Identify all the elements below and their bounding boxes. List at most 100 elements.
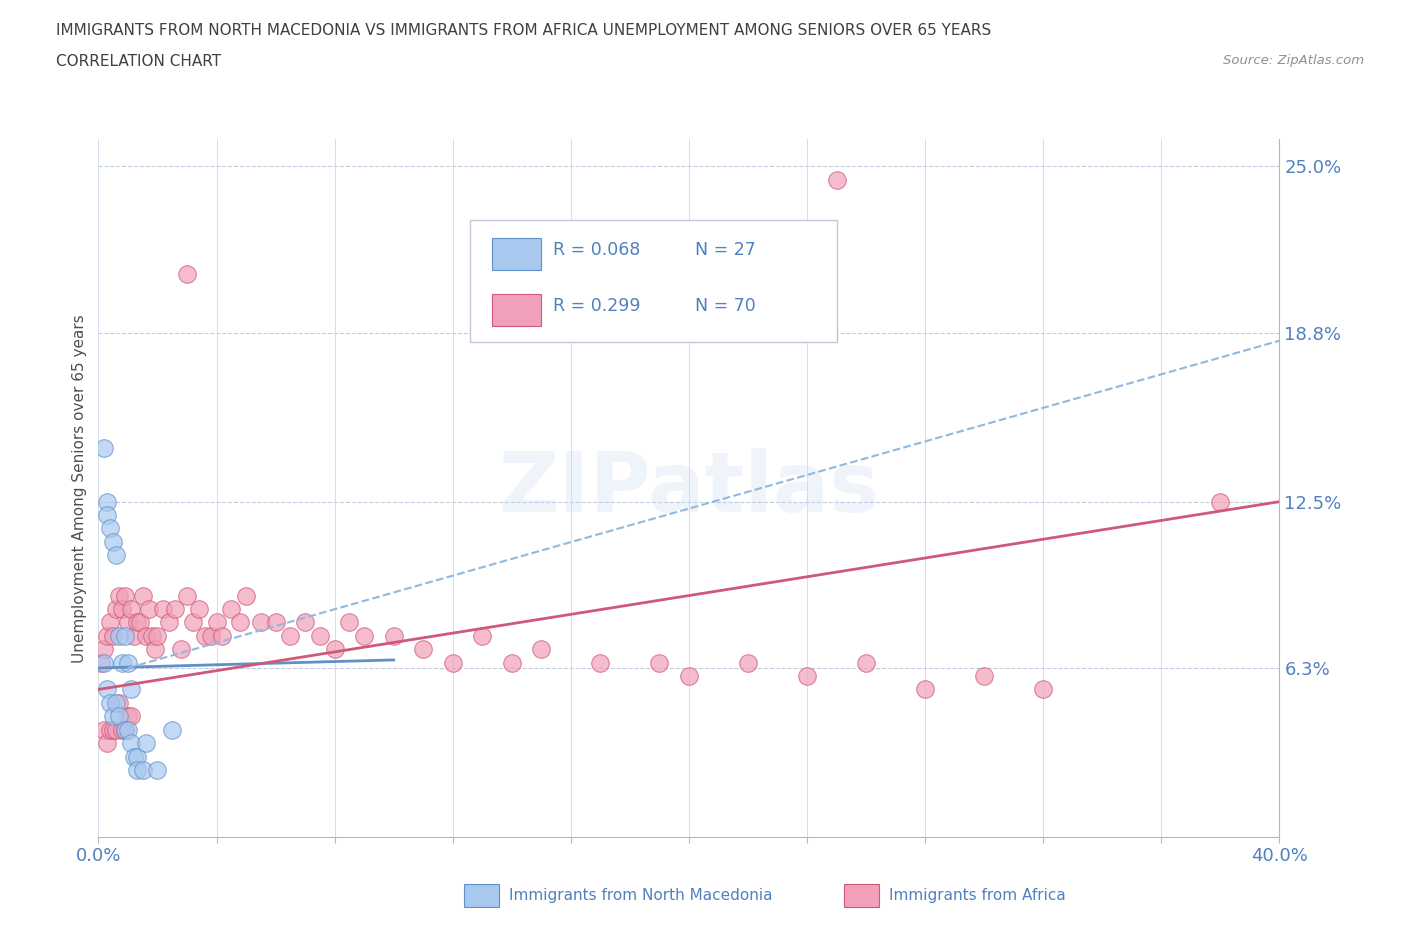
- Point: [170, 642, 193, 657]
- Point: [108, 629, 131, 644]
- Y-axis label: Unemployment Among Seniors over 65 years: Unemployment Among Seniors over 65 years: [72, 314, 87, 662]
- Point: [90, 655, 112, 670]
- Point: [135, 629, 157, 644]
- Point: [530, 642, 553, 657]
- Point: [125, 749, 148, 764]
- Point: [132, 588, 155, 603]
- Text: N = 27: N = 27: [695, 241, 755, 259]
- Point: [96, 682, 118, 697]
- Point: [973, 669, 995, 684]
- Point: [120, 736, 142, 751]
- Point: [157, 615, 180, 630]
- Point: [114, 723, 136, 737]
- Text: Immigrants from Africa: Immigrants from Africa: [889, 888, 1066, 903]
- Point: [120, 602, 142, 617]
- Point: [114, 588, 136, 603]
- Point: [309, 629, 332, 644]
- Point: [323, 642, 346, 657]
- Point: [152, 602, 174, 617]
- Point: [441, 655, 464, 670]
- Point: [737, 655, 759, 670]
- Point: [141, 629, 163, 644]
- Point: [205, 615, 228, 630]
- Point: [96, 629, 118, 644]
- Point: [103, 709, 125, 724]
- Point: [105, 723, 128, 737]
- Point: [125, 763, 148, 777]
- Point: [648, 655, 671, 670]
- Point: [108, 696, 131, 711]
- Point: [678, 669, 700, 684]
- Text: R = 0.068: R = 0.068: [553, 241, 641, 259]
- Point: [122, 749, 145, 764]
- Point: [471, 629, 494, 644]
- Text: Source: ZipAtlas.com: Source: ZipAtlas.com: [1223, 54, 1364, 67]
- Text: R = 0.299: R = 0.299: [553, 297, 641, 314]
- Point: [146, 763, 169, 777]
- Point: [412, 642, 434, 657]
- Point: [93, 723, 115, 737]
- Point: [103, 535, 125, 550]
- Point: [146, 629, 169, 644]
- Point: [120, 709, 142, 724]
- Point: [93, 655, 115, 670]
- Point: [125, 615, 148, 630]
- Point: [825, 172, 848, 187]
- Point: [382, 629, 405, 644]
- Text: Immigrants from North Macedonia: Immigrants from North Macedonia: [509, 888, 772, 903]
- FancyBboxPatch shape: [492, 294, 541, 326]
- Point: [114, 723, 136, 737]
- Point: [1032, 682, 1054, 697]
- Point: [98, 723, 121, 737]
- Point: [98, 521, 121, 536]
- Point: [211, 629, 233, 644]
- Point: [132, 763, 155, 777]
- Point: [105, 602, 128, 617]
- Text: ZIPatlas: ZIPatlas: [499, 447, 879, 529]
- Point: [122, 629, 145, 644]
- Point: [128, 615, 150, 630]
- Point: [114, 629, 136, 644]
- Point: [914, 682, 936, 697]
- Point: [103, 629, 125, 644]
- Point: [264, 615, 287, 630]
- FancyBboxPatch shape: [471, 219, 837, 341]
- Point: [93, 441, 115, 456]
- Point: [117, 723, 139, 737]
- Point: [98, 696, 121, 711]
- Point: [219, 602, 242, 617]
- Point: [855, 655, 877, 670]
- Point: [278, 629, 302, 644]
- Point: [111, 723, 134, 737]
- Point: [250, 615, 273, 630]
- Point: [294, 615, 316, 630]
- Point: [108, 588, 131, 603]
- Point: [108, 709, 131, 724]
- Point: [103, 723, 125, 737]
- Point: [165, 602, 187, 617]
- FancyBboxPatch shape: [492, 238, 541, 270]
- Point: [1209, 494, 1232, 509]
- Point: [135, 736, 157, 751]
- Point: [96, 736, 118, 751]
- Point: [194, 629, 217, 644]
- Point: [162, 723, 183, 737]
- Point: [187, 602, 209, 617]
- Point: [176, 588, 198, 603]
- Point: [93, 642, 115, 657]
- Point: [337, 615, 360, 630]
- Point: [96, 508, 118, 523]
- Point: [117, 709, 139, 724]
- Point: [117, 655, 139, 670]
- Point: [796, 669, 818, 684]
- Point: [501, 655, 523, 670]
- Point: [138, 602, 160, 617]
- Point: [235, 588, 257, 603]
- Text: N = 70: N = 70: [695, 297, 755, 314]
- Point: [105, 548, 128, 563]
- Point: [117, 615, 139, 630]
- Point: [105, 696, 128, 711]
- Point: [120, 682, 142, 697]
- Point: [96, 494, 118, 509]
- Point: [111, 602, 134, 617]
